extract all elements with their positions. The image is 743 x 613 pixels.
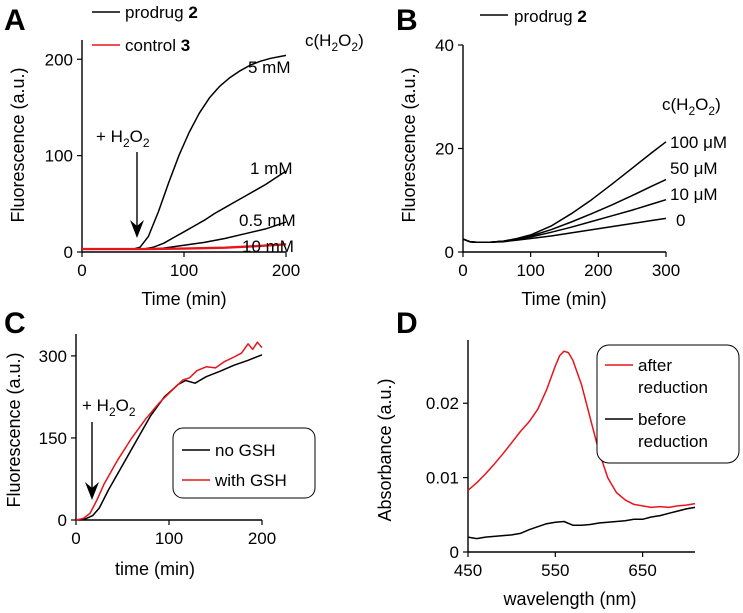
- panel-d-label: D: [396, 307, 418, 340]
- panel-b-xlabel: Time (min): [521, 289, 606, 309]
- panel-d-xlabel: wavelength (nm): [502, 589, 636, 609]
- panel-d-xtick-label: 450: [454, 561, 482, 580]
- panel-b-series-1: [462, 178, 667, 243]
- legend-label-before-2: reduction: [638, 432, 708, 451]
- panel-c-series-1: [75, 341, 263, 521]
- panel-a-xtick-label: 0: [77, 261, 86, 280]
- panel-a-series-1: [82, 170, 287, 250]
- legend-label-after-2: reduction: [638, 378, 708, 397]
- legend-label-prodrug: prodrug 2: [125, 3, 198, 22]
- panel-d-ytick-label: 0.02: [426, 394, 459, 413]
- panel-a-series-0: [82, 54, 287, 250]
- panel-a-ytick-label: 0: [64, 243, 73, 262]
- panel-b-ylabel: Fluorescence (a.u.): [399, 67, 419, 222]
- panel-a-xtick-label: 200: [272, 261, 300, 280]
- legend-label-no-gsh: no GSH: [215, 441, 275, 460]
- panel-b-label: B: [396, 4, 418, 37]
- panel-b-xtick-label: 100: [516, 261, 544, 280]
- panel-d-plot: [467, 350, 696, 540]
- panel-a-line-label: 5 mM: [248, 58, 291, 77]
- panel-b-conc-header: c(H2O2): [662, 95, 721, 118]
- panel-b-ytick-label: 20: [435, 140, 454, 159]
- panel-a-xlabel: Time (min): [141, 289, 226, 309]
- panel-b-ytick-label: 40: [435, 36, 454, 55]
- panel-c-xtick-label: 100: [155, 529, 183, 548]
- panel-c-xtick-label: 200: [248, 529, 276, 548]
- panel-c-xlabel: time (min): [115, 559, 195, 579]
- legend-label-with-gsh: with GSH: [214, 471, 287, 490]
- panel-d-legend: after reduction before reduction: [596, 344, 740, 464]
- panel-b-xtick-label: 300: [652, 261, 680, 280]
- panel-a-line-label: 10 mM: [242, 237, 294, 256]
- panel-b-series-2: [462, 198, 667, 243]
- panel-a-plot: 5 mM 1 mM 0.5 mM 10 mM: [82, 54, 296, 256]
- panel-c-ylabel: Fluorescence (a.u.): [4, 352, 24, 507]
- panel-b-xtick-label: 0: [458, 261, 467, 280]
- legend-label-control: control 3: [125, 36, 190, 55]
- panel-b-line-label: 50 μM: [670, 159, 718, 178]
- panel-b-line-label: 100 μM: [670, 133, 727, 152]
- panel-d-ticks: 450 550 650 0 0.01 0.02: [426, 340, 695, 580]
- panel-d-xtick-label: 550: [541, 561, 569, 580]
- panel-d-ytick-label: 0: [450, 543, 459, 562]
- panel-c-ytick-label: 150: [39, 429, 67, 448]
- panel-a: A Fluorescence (a.u.) Time (min) 0 100 200…: [4, 3, 364, 309]
- legend-label-prodrug-b: prodrug 2: [514, 7, 587, 26]
- panel-d-series-1: [467, 506, 696, 540]
- panel-b-series-3: [462, 217, 667, 243]
- panel-b-series-0: [462, 141, 667, 243]
- panel-c-label: C: [4, 307, 26, 340]
- legend-label-before-1: before: [638, 410, 686, 429]
- panel-a-arrow: [130, 152, 144, 238]
- panel-b-ticks: 0 100 200 300 0 20 40: [435, 36, 680, 280]
- panel-a-line-label: 1 mM: [250, 159, 293, 178]
- panel-c: C Fluorescence (a.u.) time (min) 0 100 200…: [4, 307, 316, 579]
- panel-c-h2o2-annotation: + H2O2: [82, 396, 136, 419]
- panel-b-xtick-label: 200: [584, 261, 612, 280]
- panel-a-conc-header: c(H2O2): [305, 31, 364, 54]
- panel-a-series-3: [82, 243, 287, 251]
- panel-c-plot: [75, 341, 263, 521]
- panel-c-ytick-label: 0: [58, 511, 67, 530]
- panel-a-ticks: 0 100 200 0 100 200: [45, 40, 300, 280]
- panel-b: B Fluorescence (a.u.) Time (min) 0 100 200…: [396, 4, 727, 309]
- panel-a-line-label: 0.5 mM: [239, 211, 296, 230]
- panel-b-line-label: 0: [676, 211, 685, 230]
- panel-c-ticks: 0 100 200 0 150 300: [39, 334, 276, 548]
- panel-a-label: A: [4, 4, 26, 37]
- panel-d-xtick-label: 650: [628, 561, 656, 580]
- panel-a-ytick-label: 100: [45, 147, 73, 166]
- panel-c-ytick-label: 300: [39, 347, 67, 366]
- panel-a-ylabel: Fluorescence (a.u.): [8, 67, 28, 222]
- legend-label-after-1: after: [638, 356, 672, 375]
- panel-d-ylabel: Absorbance (a.u.): [375, 378, 395, 521]
- panel-a-legend: prodrug 2 control 3: [92, 3, 198, 55]
- panel-b-plot: 100 μM 50 μM 10 μM 0: [462, 133, 727, 243]
- panel-d-ytick-label: 0.01: [426, 469, 459, 488]
- panel-d-series-0: [467, 350, 696, 509]
- panel-a-h2o2-annotation: + H2O2: [96, 127, 150, 150]
- panel-a-ytick-label: 200: [45, 50, 73, 69]
- panel-b-legend: prodrug 2: [480, 7, 587, 26]
- panel-c-arrow: [85, 422, 99, 500]
- panel-c-xtick-label: 0: [71, 529, 80, 548]
- panel-d-legend-box: [596, 344, 740, 464]
- panel-d: D Absorbance (a.u.) wavelength (nm) 450 5…: [375, 307, 740, 609]
- panel-c-legend: no GSH with GSH: [172, 427, 316, 499]
- panel-b-ytick-label: 0: [445, 243, 454, 262]
- panel-a-xtick-label: 100: [170, 261, 198, 280]
- panel-a-ylabel-group: Fluorescence (a.u.): [8, 67, 28, 222]
- panel-b-line-label: 10 μM: [670, 185, 718, 204]
